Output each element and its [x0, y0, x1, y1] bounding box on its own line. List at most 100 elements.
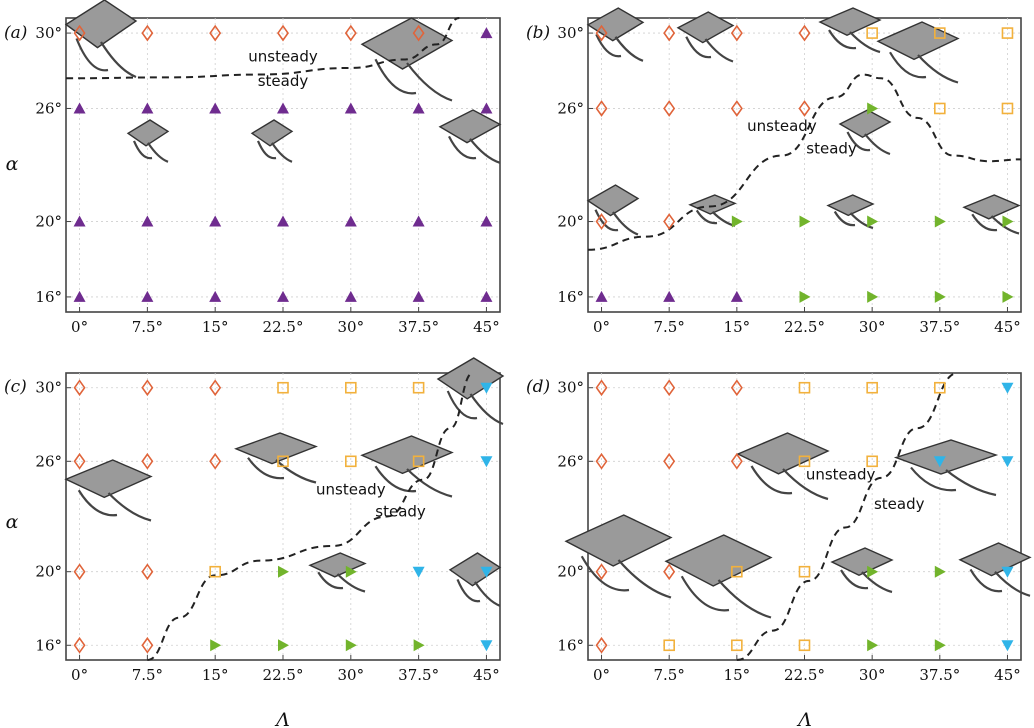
- diamond-marker: [73, 563, 86, 581]
- vortex-tube: [247, 457, 317, 484]
- triangle-up-marker: [344, 290, 357, 302]
- triangle-right-marker: [345, 565, 357, 578]
- vortex-tube: [846, 131, 891, 156]
- vortex-tube: [446, 390, 504, 426]
- vortex-tube: [750, 465, 829, 501]
- x-tick-label: 15°: [202, 318, 229, 336]
- y-tick-label: 16°: [35, 288, 62, 306]
- wing-surface: [564, 514, 673, 567]
- y-axis-label-bottom: α: [6, 511, 19, 533]
- panel-3: 0° 7.5° 15° 22.5° 30° 37.5° 45° 16° 20° 26° 30° (d)…: [526, 372, 1032, 684]
- vortex-wake-sketch: [448, 552, 502, 607]
- vortex-wake-sketch: [308, 552, 367, 593]
- y-tick-label: 30°: [557, 379, 584, 397]
- x-tick-label: 37.5°: [919, 318, 960, 336]
- panel-label: (d): [526, 377, 550, 397]
- triangle-right-marker: [345, 639, 357, 652]
- wing-surface: [676, 11, 735, 44]
- x-tick-label: 22.5°: [784, 318, 825, 336]
- vortex-tube: [594, 209, 639, 236]
- diamond-marker: [141, 563, 154, 581]
- triangle-down-marker: [1001, 382, 1014, 394]
- square-marker: [798, 381, 811, 394]
- vortex-tube: [256, 140, 293, 163]
- x-axis-label-left: Λ: [274, 709, 290, 728]
- steady-region-label: steady: [258, 72, 309, 90]
- vortex-tube: [828, 29, 881, 54]
- vortex-tube: [374, 58, 453, 102]
- vortex-wake-sketch: [818, 7, 882, 54]
- square-marker: [1001, 102, 1014, 115]
- x-tick-label: 0°: [593, 318, 610, 336]
- triangle-right-marker: [210, 639, 222, 652]
- triangle-up-marker: [141, 215, 154, 227]
- vortex-wake-sketch: [876, 21, 960, 84]
- x-tick-label: 30°: [338, 666, 365, 684]
- x-tick-label: 15°: [724, 666, 751, 684]
- y-axis-label-top: α: [6, 153, 19, 175]
- diamond-marker: [730, 100, 743, 117]
- x-tick-label: 7.5°: [654, 318, 685, 336]
- wing-surface: [876, 21, 960, 61]
- vortex-wake-sketch: [688, 194, 737, 227]
- panel-label: (b): [526, 23, 550, 43]
- wing-surface: [664, 534, 773, 587]
- diamond-marker: [141, 24, 154, 42]
- square-marker: [731, 639, 743, 652]
- triangle-up-marker: [73, 290, 86, 302]
- x-tick-label: 37.5°: [919, 666, 960, 684]
- y-tick-label: 16°: [557, 636, 584, 654]
- triangle-right-marker: [867, 639, 879, 652]
- square-marker: [798, 455, 811, 468]
- x-tick-label: 45°: [994, 666, 1021, 684]
- vortex-wake-sketch: [360, 435, 454, 498]
- wing-surface: [893, 439, 999, 475]
- diamond-marker: [730, 379, 743, 397]
- triangle-up-marker: [412, 215, 425, 227]
- triangle-down-marker: [1001, 640, 1014, 652]
- wing-surface: [586, 184, 640, 217]
- x-tick-label: 0°: [71, 666, 88, 684]
- triangle-up-marker: [480, 102, 493, 114]
- diamond-marker: [209, 24, 222, 42]
- plot-frame: [65, 372, 501, 661]
- vortex-wake-sketch: [958, 542, 1032, 597]
- square-marker: [866, 381, 878, 394]
- square-marker: [731, 565, 743, 578]
- diamond-marker: [663, 379, 676, 397]
- vortex-wake-sketch: [250, 119, 294, 163]
- x-axis-label-right: Λ: [796, 709, 812, 728]
- vortex-tube: [374, 465, 453, 498]
- vortex-tube: [580, 555, 672, 599]
- panel-label: (a): [4, 23, 27, 43]
- triangle-right-marker: [934, 290, 946, 303]
- square-marker: [663, 639, 675, 652]
- x-tick-label: 15°: [202, 666, 229, 684]
- square-marker: [798, 639, 811, 652]
- triangle-down-marker: [480, 456, 493, 468]
- vortex-wake-sketch: [962, 194, 1021, 235]
- steady-region-label: steady: [806, 140, 857, 158]
- diamond-marker: [663, 100, 676, 117]
- vortex-tube: [75, 38, 137, 79]
- wing-surface: [448, 552, 502, 587]
- triangle-down-marker: [480, 382, 493, 394]
- diamond-marker: [663, 452, 676, 470]
- triangle-right-marker: [867, 102, 879, 115]
- diamond-marker: [595, 563, 608, 581]
- panel-2: 0° 7.5° 15° 22.5° 30° 37.5° 45° 16° 20° 26° 30° (c)…: [4, 357, 505, 684]
- wing-surface: [250, 119, 294, 147]
- square-marker: [412, 381, 425, 394]
- y-tick-label: 16°: [35, 636, 62, 654]
- wing-surface: [360, 435, 454, 475]
- vortex-wake-sketch: [586, 184, 640, 236]
- wing-surface: [736, 432, 830, 475]
- diamond-marker: [595, 452, 608, 470]
- x-tick-label: 22.5°: [263, 318, 304, 336]
- wing-surface: [830, 547, 894, 576]
- vortex-wake-sketch: [564, 514, 673, 599]
- diamond-marker: [209, 452, 222, 470]
- vortex-wake-sketch: [838, 109, 892, 156]
- diamond-marker: [730, 24, 743, 42]
